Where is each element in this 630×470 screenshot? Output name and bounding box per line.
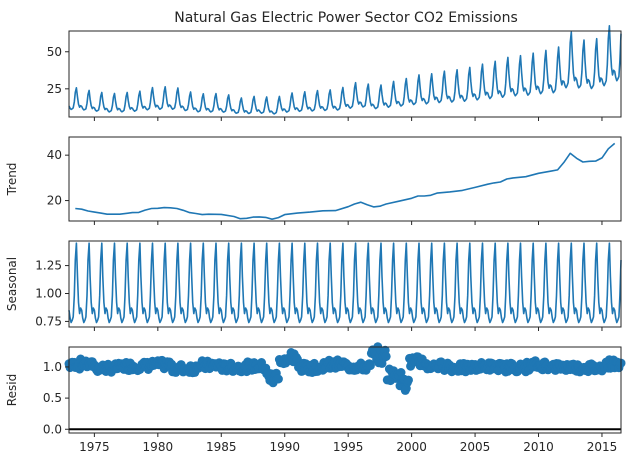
resid-point: [381, 351, 391, 361]
x-tick-label: 1980: [143, 440, 174, 454]
y-tick-label: 40: [47, 148, 62, 162]
chart-title: Natural Gas Electric Power Sector CO2 Em…: [174, 10, 518, 26]
y-axis-label-resid: Resid: [5, 374, 19, 406]
x-tick-label: 2000: [396, 440, 427, 454]
y-tick-label: 50: [47, 45, 62, 59]
x-tick-label: 1985: [206, 440, 237, 454]
x-tick-label: 2010: [523, 440, 554, 454]
panel-frame: [68, 240, 622, 328]
y-tick-label: 0.75: [35, 314, 62, 328]
resid-point: [365, 361, 375, 371]
y-tick-label: 1.25: [35, 259, 62, 273]
panel-observed: 25 50: [47, 25, 622, 121]
panel-frame: [68, 136, 622, 222]
x-tick-label: 2015: [587, 440, 618, 454]
trend-line: [75, 142, 616, 220]
panel-frame: [68, 30, 622, 118]
y-axis-label-trend: Trend: [5, 163, 19, 197]
y-tick-label: 0.5: [43, 391, 62, 405]
y-axis-label-seasonal: Seasonal: [5, 257, 19, 311]
x-tick-label: 1995: [333, 440, 364, 454]
y-tick-label: 20: [47, 194, 62, 208]
panel-resid: 0.0 0.5 1.0 1975 1980 1985 1990 1995 2000 2005 201…: [5, 342, 626, 454]
panels: 25 50 20 40 Trend 0.75 1.00 1.25 Seasonal 0.0 0.5 1…: [5, 25, 626, 454]
panel-seasonal: 0.75 1.00 1.25 Seasonal: [5, 240, 622, 331]
y-tick-label: 25: [47, 82, 62, 96]
y-tick-label: 1.00: [35, 286, 62, 300]
panel-frame: [68, 346, 622, 434]
y-tick-label: 1.0: [43, 360, 62, 374]
panel-trend: 20 40 Trend: [5, 136, 622, 225]
seasonal-line: [68, 242, 622, 324]
x-tick-label: 2005: [460, 440, 491, 454]
y-tick-label: 0.0: [43, 422, 62, 436]
resid-point: [292, 354, 302, 364]
resid-point: [273, 374, 283, 384]
observed-line: [68, 25, 622, 115]
resid-point: [403, 375, 413, 385]
x-tick-label: 1975: [79, 440, 110, 454]
x-tick-label: 1990: [269, 440, 300, 454]
